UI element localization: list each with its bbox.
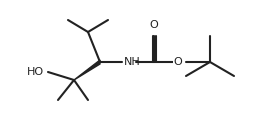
Text: NH: NH [124, 57, 141, 67]
Text: O: O [174, 57, 182, 67]
Text: HO: HO [27, 67, 44, 77]
Polygon shape [74, 60, 100, 80]
Text: O: O [150, 20, 158, 30]
